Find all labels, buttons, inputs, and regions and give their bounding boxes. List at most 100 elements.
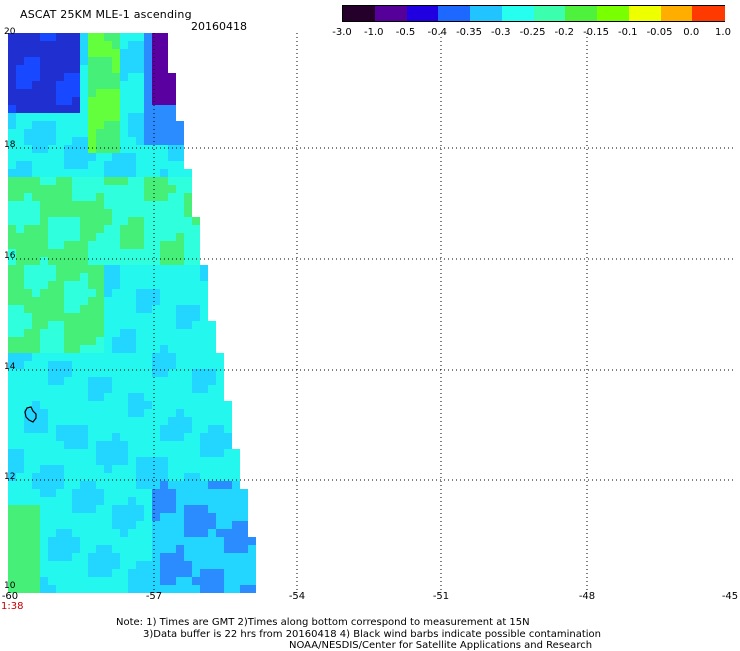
swath-cell [176,137,184,145]
swath-cell [32,121,40,129]
swath-cell [24,297,32,305]
swath-cell [16,569,24,577]
swath-cell [168,449,176,457]
swath-cell [48,49,56,57]
swath-cell [104,321,112,329]
swath-cell [120,33,128,41]
swath-cell [80,561,88,569]
swath-cell [184,465,192,473]
swath-cell [192,561,200,569]
swath-cell [160,313,168,321]
swath-cell [136,401,144,409]
lon-label-48: -48 [578,591,596,602]
swath-cell [80,153,88,161]
swath-cell [104,81,112,89]
swath-cell [80,545,88,553]
swath-cell [56,545,64,553]
swath-cell [40,281,48,289]
swath-cell [64,289,72,297]
swath-cell [40,545,48,553]
swath-cell [192,553,200,561]
swath-cell [80,417,88,425]
swath-cell [88,73,96,81]
swath-cell [64,417,72,425]
swath-cell [24,145,32,153]
swath-cell [104,489,112,497]
swath-cell [176,489,184,497]
swath-cell [160,513,168,521]
swath-cell [16,281,24,289]
swath-cell [64,513,72,521]
swath-cell [160,209,168,217]
swath-cell [176,529,184,537]
swath-cell [152,417,160,425]
swath-cell [56,105,64,113]
swath-cell [168,409,176,417]
swath-cell [112,369,120,377]
swath-cell [80,457,88,465]
swath-cell [160,505,168,513]
swath-cell [112,121,120,129]
swath-cell [152,113,160,121]
swath-cell [160,241,168,249]
swath-cell [192,505,200,513]
swath-cell [96,65,104,73]
swath-cell [16,65,24,73]
swath-cell [24,65,32,73]
swath-cell [208,385,216,393]
swath-cell [200,393,208,401]
swath-cell [32,161,40,169]
swath-cell [160,433,168,441]
swath-cell [32,537,40,545]
swath-cell [128,273,136,281]
legend-swatch [628,6,661,21]
swath-cell [208,577,216,585]
swath-cell [192,585,200,593]
swath-cell [128,89,136,97]
swath-cell [56,361,64,369]
swath-cell [112,361,120,369]
legend-swatch [343,6,376,21]
swath-cell [16,353,24,361]
swath-cell [8,97,16,105]
swath-cell [8,57,16,65]
swath-cell [24,57,32,65]
swath-cell [176,409,184,417]
swath-cell [152,521,160,529]
swath-cell [160,177,168,185]
swath-cell [192,249,200,257]
swath-cell [40,369,48,377]
swath-cell [128,137,136,145]
swath-cell [152,409,160,417]
swath-cell [160,49,168,57]
swath-cell [24,353,32,361]
swath-cell [136,425,144,433]
swath-cell [136,521,144,529]
swath-cell [16,297,24,305]
swath-cell [136,577,144,585]
swath-cell [16,161,24,169]
swath-cell [136,409,144,417]
legend-swatch [533,6,566,21]
swath-cell [232,473,240,481]
grid-lines [8,33,733,590]
swath-cell [40,513,48,521]
swath-cell [136,561,144,569]
swath-cell [64,297,72,305]
swath-cell [112,249,120,257]
swath-cell [88,265,96,273]
lon-label-51: -51 [432,591,450,602]
swath-cell [176,513,184,521]
swath-cell [32,425,40,433]
swath-cell [104,185,112,193]
swath-cell [208,529,216,537]
swath-cell [64,361,72,369]
swath-cell [120,57,128,65]
swath-cell [48,97,56,105]
swath-cell [160,137,168,145]
swath-cell [56,129,64,137]
swath-cell [32,577,40,585]
swath-cell [216,545,224,553]
swath-cell [32,385,40,393]
swath-cell [112,553,120,561]
